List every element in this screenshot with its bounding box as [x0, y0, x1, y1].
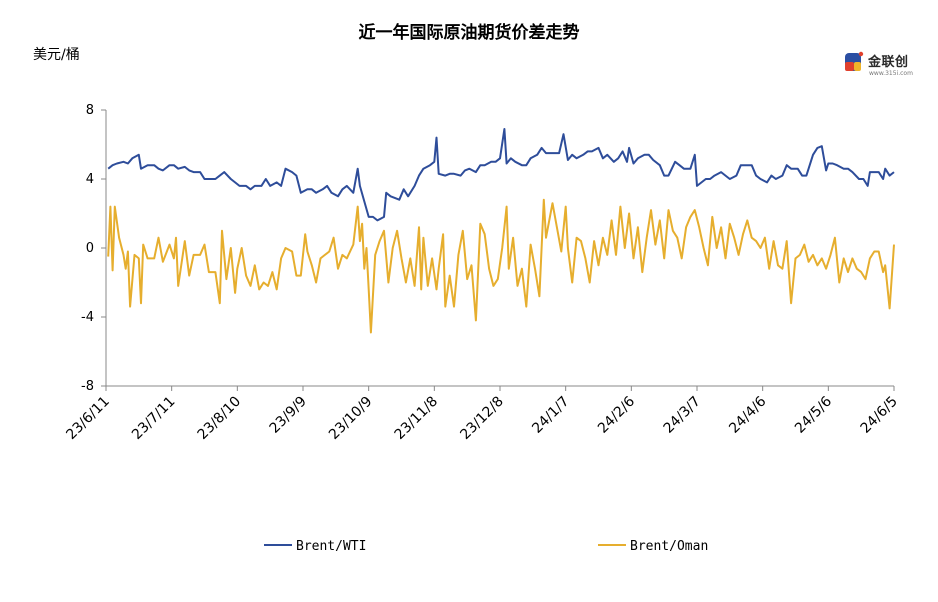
legend: Brent/WTI Brent/Oman [264, 539, 708, 554]
x-tick-label: 24/5/6 [792, 393, 835, 436]
series-brent-oman-line [107, 198, 895, 334]
y-tick-label: 4 [86, 172, 94, 187]
logo: 金联创 www.315i.com [843, 46, 915, 84]
x-tick-label: 23/6/11 [63, 394, 112, 443]
series-layer [107, 128, 895, 334]
legend-label-brent-oman: Brent/Oman [630, 539, 708, 554]
x-tick-label: 24/4/6 [726, 393, 769, 436]
x-tick-label: 23/7/11 [129, 394, 178, 443]
x-tick-label: 24/6/5 [858, 394, 901, 437]
x-tick-label: 23/8/10 [195, 394, 244, 443]
legend-label-brent-wti: Brent/WTI [296, 539, 366, 554]
logo-subtext: www.315i.com [869, 70, 913, 77]
x-tick-label: 24/2/6 [595, 393, 638, 436]
x-tick-label: 24/3/7 [661, 394, 704, 437]
series-brent-wti-line [107, 128, 895, 222]
y-tick-label: 8 [86, 103, 94, 118]
y-axis-unit-label: 美元/桶 [33, 47, 80, 63]
x-tick-label: 24/1/7 [529, 394, 572, 437]
x-tick-label: 23/10/9 [326, 394, 375, 443]
x-tick-label: 23/9/9 [267, 394, 310, 437]
logo-mark-icon [845, 51, 864, 71]
y-tick-label: -4 [81, 310, 94, 325]
y-tick-label: 0 [86, 241, 94, 256]
x-tick-label: 23/11/8 [392, 394, 441, 443]
logo-text: 金联创 [868, 55, 909, 70]
chart-title: 近一年国际原油期货价差走势 [358, 23, 580, 43]
y-tick-label: -8 [81, 379, 94, 394]
x-tick-label: 23/12/8 [457, 394, 506, 443]
